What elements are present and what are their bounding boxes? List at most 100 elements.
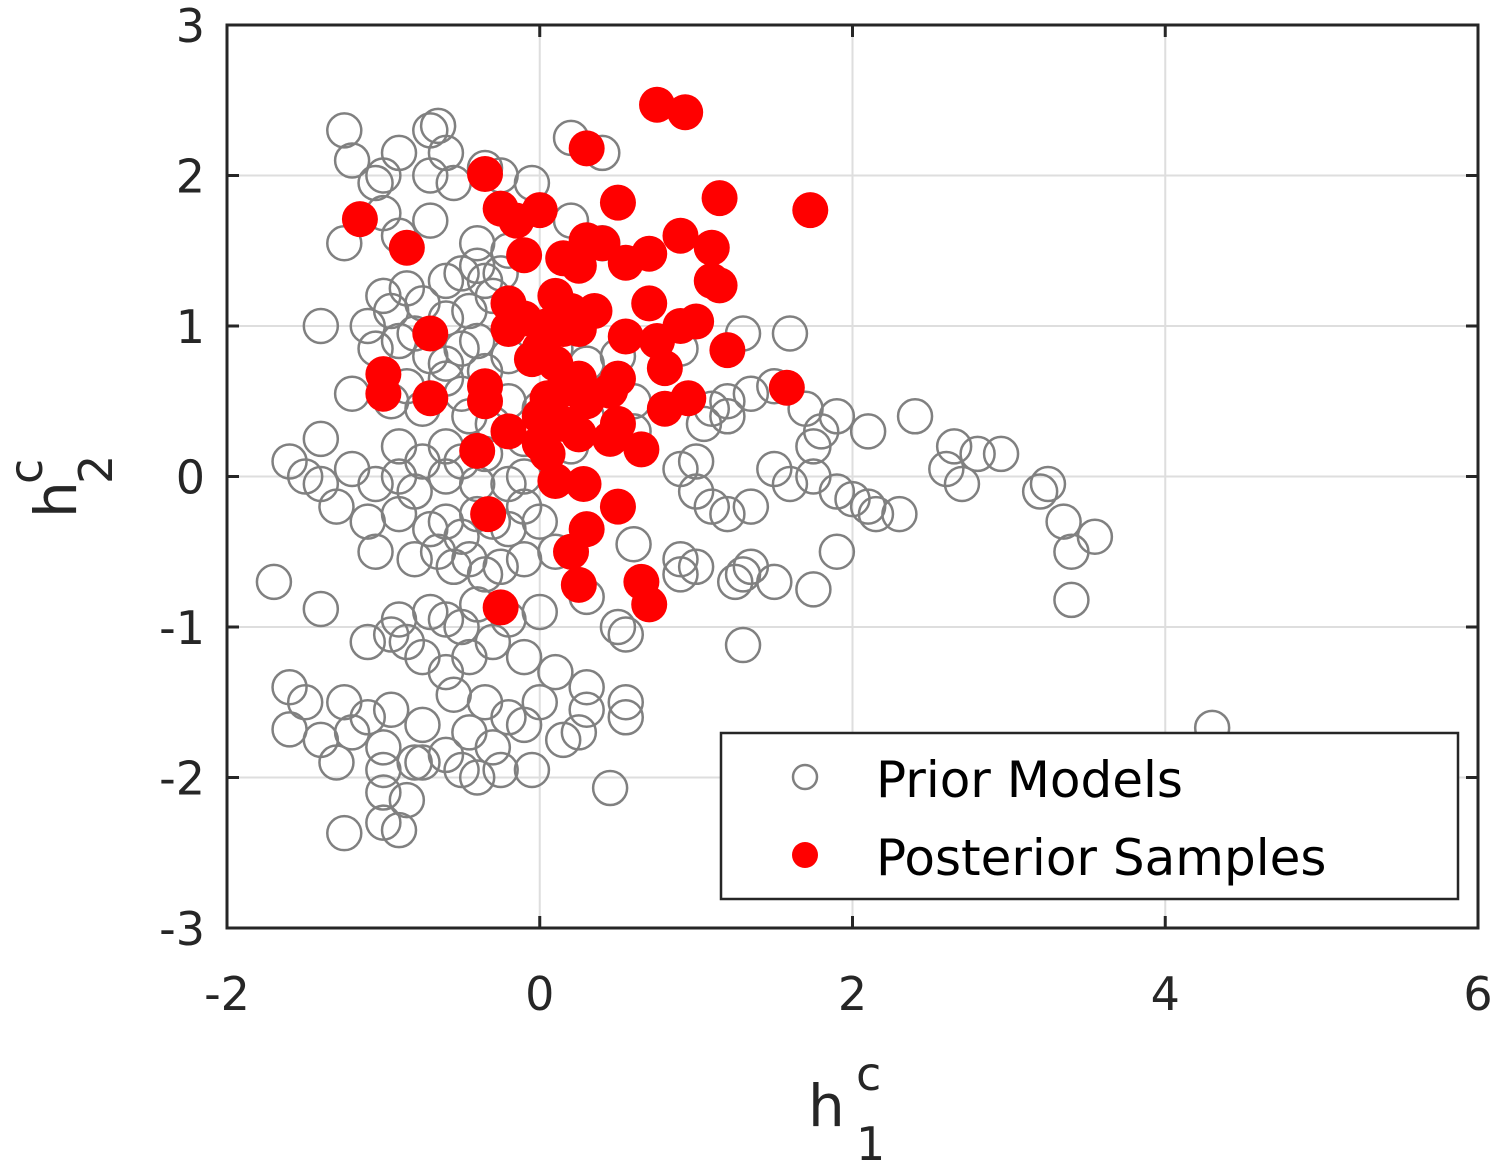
posterior-sample-point [412, 380, 449, 417]
posterior-sample-point [631, 586, 668, 623]
prior-model-point [935, 428, 973, 465]
posterior-sample-point [529, 435, 566, 472]
prior-model-point [521, 503, 558, 540]
prior-model-point [709, 398, 746, 435]
prior-model-point [357, 533, 394, 570]
y-tick-label: -3 [159, 902, 205, 956]
posterior-sample-point [388, 229, 425, 266]
prior-model-point [607, 684, 645, 721]
prior-model-point [505, 638, 543, 676]
posterior-sample-point [639, 86, 676, 123]
tick-marks [225, 23, 1480, 930]
prior-model-point [443, 751, 480, 789]
prior-model-point [482, 548, 519, 586]
prior-model-point [795, 571, 832, 608]
prior-model-point [756, 563, 793, 601]
prior-model-point [482, 751, 519, 789]
legend-box [719, 731, 1460, 901]
prior-model-point [380, 811, 418, 849]
prior-model-point [490, 699, 527, 736]
prior-model-point [302, 590, 340, 628]
prior-model-point [724, 626, 762, 664]
prior-model-point [881, 495, 918, 533]
y-tick-label: 0 [176, 451, 205, 505]
posterior-sample-point [467, 155, 504, 192]
posterior-sample-point [607, 318, 644, 355]
prior-model-point [255, 563, 293, 601]
prior-model-point [943, 465, 981, 503]
posterior-sample-point [553, 533, 590, 570]
prior-model-point [271, 668, 308, 706]
x-tick-label: 0 [525, 967, 554, 1021]
prior-model-point [380, 134, 418, 172]
prior-model-point [404, 744, 441, 781]
prior-model-point [662, 541, 699, 578]
prior-model-point [568, 668, 605, 706]
prior-model-point [443, 255, 480, 292]
posterior-sample-point [560, 311, 597, 348]
prior-model-point [365, 729, 402, 766]
posterior-sample-point [607, 244, 644, 281]
prior-model-point [333, 714, 371, 751]
x-axis-label-base: h [808, 1072, 845, 1140]
posterior-sample-point [506, 237, 543, 274]
posterior-sample-point [560, 566, 597, 603]
prior-model-point [513, 751, 551, 789]
posterior-sample-point [701, 180, 738, 217]
prior-model-point [771, 465, 809, 503]
prior-model-point [849, 413, 887, 450]
posterior-sample-point [482, 589, 519, 626]
prior-model-point [982, 435, 1020, 473]
prior-model-point [709, 383, 746, 420]
posterior-sample-point [365, 375, 402, 412]
prior-model-point [396, 541, 433, 578]
prior-model-point [380, 495, 418, 533]
posterior-sample-point [646, 390, 683, 427]
prior-model-point [349, 699, 386, 736]
y-axis-label-superscript: c [0, 459, 53, 484]
posterior-sample-point [599, 184, 636, 221]
prior-model-point [443, 330, 480, 367]
y-tick-label: -2 [159, 752, 205, 806]
prior-model-point [1029, 465, 1067, 503]
prior-model-point [537, 653, 574, 691]
x-tick-label: -2 [204, 967, 250, 1021]
prior-model-point [1053, 581, 1090, 619]
prior-model-point [412, 593, 449, 631]
prior-model-point [302, 420, 340, 458]
prior-model-point [959, 435, 996, 473]
posterior-samples-markers [341, 86, 829, 626]
x-tick-label: 4 [1151, 967, 1180, 1021]
prior-model-point [560, 714, 598, 751]
prior-model-point [1021, 473, 1059, 510]
posterior-sample-point [693, 229, 730, 266]
y-tick-label: 3 [176, 0, 205, 53]
posterior-sample-point [599, 488, 636, 525]
prior-model-point [419, 107, 457, 145]
prior-model-point [732, 488, 770, 525]
prior-model-point [662, 556, 699, 593]
posterior-sample-point [467, 383, 504, 420]
prior-model-point [521, 593, 558, 631]
posterior-sample-point [592, 420, 629, 457]
legend-prior-marker [791, 763, 819, 791]
prior-model-point [372, 691, 410, 729]
prior-model-point [591, 769, 629, 807]
prior-model-point [365, 804, 402, 841]
prior-model-point [326, 112, 363, 149]
posterior-sample-point [639, 323, 676, 360]
prior-model-point [1053, 533, 1090, 570]
x-axis-label: h c 1 [808, 1047, 885, 1166]
prior-model-point [451, 292, 488, 330]
prior-model-point [677, 443, 715, 480]
prior-model-point [857, 495, 895, 533]
prior-model-point [318, 488, 355, 525]
x-tick-label: 6 [1463, 967, 1492, 1021]
prior-model-point [599, 608, 637, 646]
prior-model-point [427, 345, 465, 382]
prior-model-point [568, 691, 605, 729]
prior-model-point [928, 450, 965, 488]
prior-model-point [615, 525, 652, 563]
posterior-sample-point [568, 130, 605, 167]
